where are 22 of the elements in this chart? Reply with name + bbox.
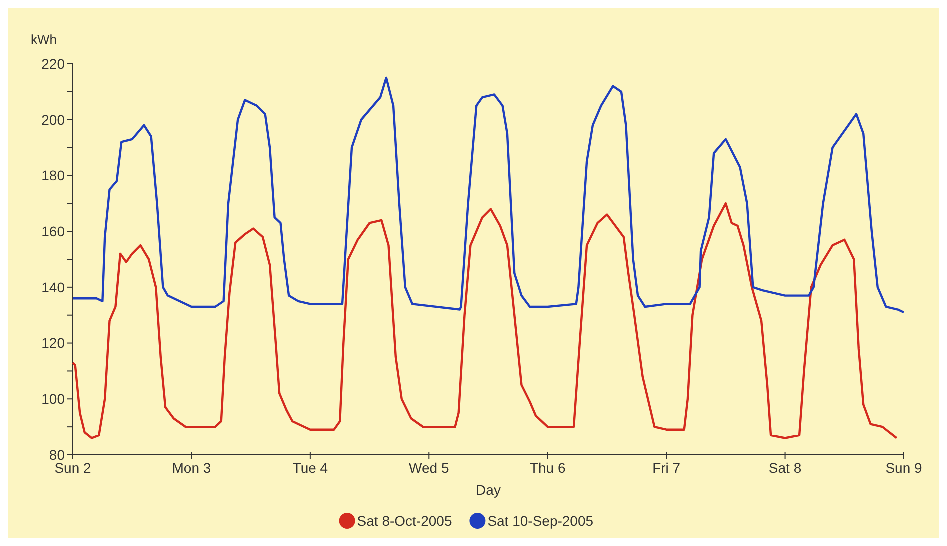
line-series xyxy=(72,76,906,314)
x-tick-label: Fri 7 xyxy=(652,460,681,476)
y-tick-label: 140 xyxy=(42,279,66,296)
y-tick-label: 220 xyxy=(42,56,66,72)
y-tick-label: 100 xyxy=(42,391,66,408)
x-tick-label: Wed 5 xyxy=(409,460,450,476)
x-tick-label: Sun 9 xyxy=(886,460,923,476)
y-tick-label: 160 xyxy=(42,223,66,240)
x-tick-label: Tue 4 xyxy=(292,460,328,476)
y-tick-label: 80 xyxy=(49,446,66,463)
line-series xyxy=(72,202,898,440)
y-tick-label: 180 xyxy=(42,168,66,184)
x-tick-label: Mon 3 xyxy=(172,460,212,476)
y-tick-label: 200 xyxy=(42,112,66,128)
x-axis-title: Day xyxy=(476,482,501,498)
legend-label: Sat 10-Sep-2005 xyxy=(488,513,594,529)
x-tick-label: Sun 2 xyxy=(54,460,92,476)
x-tick-label: Sat 8 xyxy=(768,460,802,476)
y-tick-label: 120 xyxy=(42,335,66,352)
legend-label: Sat 8-Oct-2005 xyxy=(357,513,452,529)
y-axis-title: kWh xyxy=(31,32,57,47)
x-tick-label: Thu 6 xyxy=(530,460,566,476)
